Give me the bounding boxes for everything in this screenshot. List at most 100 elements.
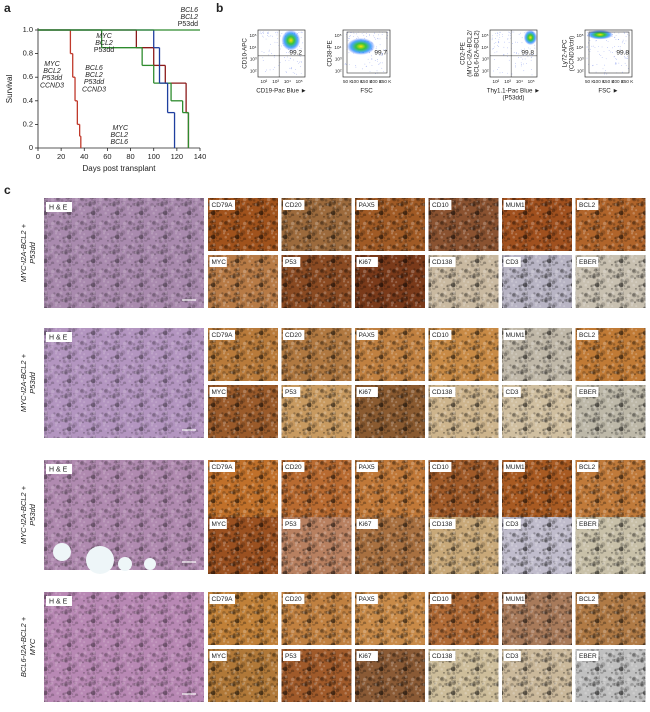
event-dot bbox=[624, 56, 625, 57]
x-tick-label: 250 K bbox=[379, 79, 392, 84]
event-dot bbox=[520, 32, 521, 34]
event-dot bbox=[529, 54, 531, 55]
event-dot bbox=[610, 51, 612, 53]
event-dot bbox=[510, 35, 512, 36]
event-dot bbox=[606, 73, 608, 75]
panel-letter: c bbox=[4, 183, 11, 197]
stain-label: Ki67 bbox=[359, 259, 372, 266]
event-dot bbox=[369, 71, 371, 73]
series-label: MYC bbox=[112, 125, 129, 132]
label-box bbox=[356, 519, 378, 529]
event-dot bbox=[290, 50, 291, 52]
event-dot bbox=[504, 41, 505, 43]
event-dot bbox=[497, 44, 498, 46]
event-dot bbox=[276, 31, 278, 33]
y-tick-label: 10³ bbox=[577, 57, 584, 62]
stain-label: P53 bbox=[285, 259, 297, 266]
event-dot bbox=[349, 35, 351, 36]
event-dot bbox=[604, 72, 606, 73]
label-box bbox=[209, 257, 227, 267]
y-tick-label: 10⁴ bbox=[249, 45, 256, 50]
event-dot bbox=[259, 31, 261, 33]
event-density bbox=[281, 30, 301, 51]
label-box bbox=[503, 519, 521, 529]
event-dot bbox=[586, 57, 588, 59]
event-dot bbox=[604, 64, 606, 66]
stain-label: CD3 bbox=[506, 653, 519, 660]
event-dot bbox=[496, 32, 498, 34]
event-dot bbox=[524, 58, 526, 60]
label-box bbox=[430, 387, 456, 397]
event-dot bbox=[364, 63, 366, 65]
event-dot bbox=[262, 35, 263, 37]
event-dot bbox=[288, 60, 290, 61]
event-dot bbox=[528, 47, 529, 49]
event-dot bbox=[497, 69, 498, 70]
event-dot bbox=[491, 39, 493, 41]
x-tick-label: 0 bbox=[36, 152, 40, 161]
x-tick-label: 140 bbox=[194, 152, 207, 161]
event-dot bbox=[507, 72, 508, 74]
event-dot bbox=[586, 46, 588, 48]
label-box bbox=[577, 387, 599, 397]
x-tick-label: 50 K bbox=[585, 79, 595, 84]
event-dot bbox=[381, 67, 383, 69]
y-tick-label: 0 bbox=[29, 143, 33, 152]
event-dot bbox=[361, 33, 363, 34]
stain-label: CD20 bbox=[285, 332, 302, 339]
stain-label: CD79A bbox=[212, 332, 234, 339]
stain-label: EBER bbox=[579, 389, 597, 396]
event-dot bbox=[508, 34, 510, 36]
event-dot bbox=[357, 36, 359, 38]
event-dot bbox=[266, 69, 267, 71]
event-dot bbox=[614, 46, 615, 47]
x-axis-label: Thy1.1-Pac Blue ► bbox=[487, 88, 541, 95]
label-box bbox=[209, 387, 227, 397]
stain-label: CD138 bbox=[432, 389, 453, 396]
event-dot bbox=[374, 60, 376, 61]
series-label: BCL2 bbox=[43, 68, 61, 75]
stain-label: CD10 bbox=[432, 332, 449, 339]
event-dot bbox=[294, 72, 296, 74]
event-dot bbox=[300, 37, 302, 38]
event-dot bbox=[527, 56, 529, 58]
label-box bbox=[209, 200, 235, 210]
stain-label: P53 bbox=[285, 389, 297, 396]
event-dot bbox=[607, 41, 609, 42]
row-label: P53dd bbox=[28, 371, 37, 394]
event-dot bbox=[508, 31, 510, 33]
stain-label: CD138 bbox=[432, 521, 453, 528]
event-dot bbox=[274, 41, 276, 43]
label-box bbox=[46, 332, 72, 342]
event-dot bbox=[513, 52, 515, 53]
event-dot bbox=[298, 63, 300, 64]
event-dot bbox=[263, 31, 264, 33]
label-box bbox=[430, 462, 452, 472]
event-dot bbox=[375, 73, 376, 75]
stain-label: CD79A bbox=[212, 202, 234, 209]
event-dot bbox=[298, 54, 300, 56]
stain-label: PAX5 bbox=[359, 464, 376, 471]
label-box bbox=[430, 651, 456, 661]
label-box bbox=[46, 202, 72, 212]
x-tick-label: 200 K bbox=[370, 79, 383, 84]
event-dot bbox=[274, 55, 275, 56]
row-label: MYC bbox=[28, 638, 37, 655]
label-box bbox=[577, 200, 599, 210]
y-axis-label: CD10-APC bbox=[242, 38, 249, 69]
event-dot bbox=[616, 58, 617, 60]
event-dot bbox=[376, 46, 377, 48]
event-dot bbox=[380, 53, 382, 55]
label-box bbox=[356, 387, 378, 397]
stain-label: CD10 bbox=[432, 202, 449, 209]
event-dot bbox=[279, 48, 281, 50]
event-dot bbox=[263, 52, 265, 53]
event-dot bbox=[513, 31, 515, 33]
event-dot bbox=[344, 63, 346, 65]
event-dot bbox=[614, 56, 615, 57]
x-tick-label: 60 bbox=[103, 152, 111, 161]
y-tick-label: 10³ bbox=[482, 57, 489, 62]
event-dot bbox=[290, 66, 292, 68]
event-dot bbox=[293, 59, 294, 61]
series-label: P53dd bbox=[178, 21, 198, 28]
